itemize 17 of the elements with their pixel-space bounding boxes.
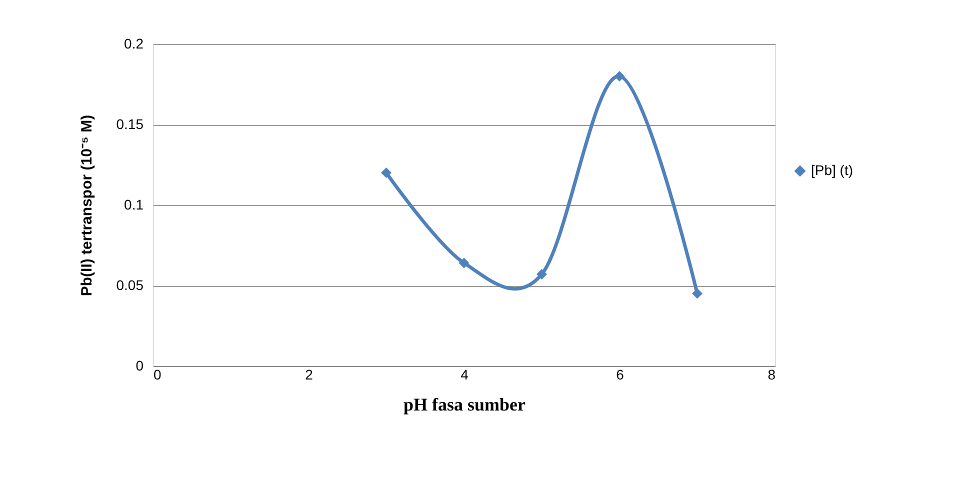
y-tick-label: 0.2	[124, 36, 144, 52]
y-tick-label: 0.15	[116, 116, 144, 132]
x-tick-label: 4	[460, 366, 469, 382]
legend-label: [Pb] (t)	[811, 162, 854, 178]
point	[536, 268, 547, 280]
x-tick-label: 2	[305, 366, 314, 382]
point	[692, 288, 702, 299]
x-tick-label: 8	[768, 366, 776, 382]
point	[614, 70, 625, 82]
x-tick-label: 6	[616, 366, 624, 382]
x-axis-title: pH fasa sumber	[403, 394, 526, 414]
point	[458, 258, 470, 268]
y-tick-label: 0.05	[116, 277, 144, 293]
point	[381, 168, 392, 178]
y-axis-title: Pb(II) tertranspor (10⁻⁵ M)	[78, 114, 96, 296]
y-tick-label: 0.1	[124, 196, 144, 212]
x-tick-label: 0	[154, 366, 162, 382]
